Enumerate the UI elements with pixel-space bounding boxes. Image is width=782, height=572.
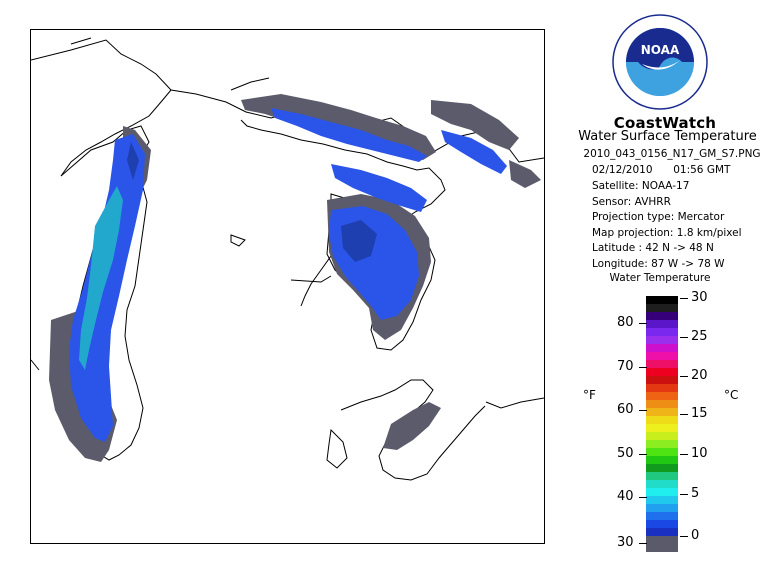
colorbar-swatch	[646, 464, 678, 472]
colorbar-swatch	[646, 480, 678, 488]
fahrenheit-tick-mark	[639, 323, 647, 324]
metadata-line: Map projection: 1.8 km/pixel	[592, 226, 742, 239]
celsius-tick-mark	[680, 376, 688, 377]
fahrenheit-tick-mark	[639, 543, 647, 544]
fahrenheit-tick-label: 30	[617, 535, 634, 550]
product-subtitle: Water Surface Temperature	[578, 129, 757, 144]
colorbar-swatch	[646, 320, 678, 328]
colorbar-title: Water Temperature	[609, 272, 711, 284]
colorbar-swatch	[646, 336, 678, 344]
fahrenheit-tick-mark	[639, 410, 647, 411]
colorbar-swatch	[646, 440, 678, 448]
fahrenheit-tick-label: 50	[617, 446, 634, 461]
colorbar-swatch	[646, 504, 678, 512]
colorbar-swatch	[646, 408, 678, 416]
fahrenheit-tick-label: 70	[617, 359, 634, 374]
colorbar-swatch	[646, 344, 678, 352]
colorbar-swatch	[646, 416, 678, 424]
celsius-tick-mark	[680, 494, 688, 495]
colorbar-swatch	[646, 296, 678, 304]
colorbar-swatch	[646, 528, 678, 536]
noaa-logo: NOAA	[612, 14, 708, 110]
colorbar-swatch	[646, 328, 678, 336]
colorbar	[646, 296, 678, 552]
colorbar-swatch	[646, 496, 678, 504]
filename-label: 2010_043_0156_N17_GM_S7.PNG	[583, 148, 761, 160]
fahrenheit-tick-label: 40	[617, 489, 634, 504]
colorbar-swatch	[646, 488, 678, 496]
water-temperature-field	[69, 108, 507, 442]
celsius-tick-label: 0	[691, 528, 700, 543]
colorbar-swatch	[646, 360, 678, 368]
metadata-line: Latitude : 42 N -> 48 N	[592, 242, 714, 254]
datetime-label: 02/12/2010 01:56 GMT	[592, 164, 730, 176]
colorbar-swatch	[646, 304, 678, 312]
date-text: 02/12/2010	[592, 164, 653, 176]
fahrenheit-tick-mark	[639, 497, 647, 498]
time-text: 01:56 GMT	[673, 164, 731, 176]
celsius-tick-label: 5	[691, 486, 700, 501]
celsius-tick-mark	[680, 536, 688, 537]
fahrenheit-unit-label: °F	[583, 388, 596, 402]
colorbar-swatch	[646, 384, 678, 392]
colorbar-swatch	[646, 472, 678, 480]
colorbar-swatch	[646, 424, 678, 432]
fahrenheit-tick-mark	[639, 367, 647, 368]
metadata-line: Satellite: NOAA-17	[592, 180, 690, 192]
app-title: CoastWatch	[613, 114, 717, 132]
colorbar-swatch	[646, 536, 678, 544]
colorbar-swatch	[646, 520, 678, 528]
celsius-tick-mark	[680, 414, 688, 415]
colorbar-swatch	[646, 376, 678, 384]
colorbar-swatch	[646, 312, 678, 320]
celsius-tick-label: 10	[691, 446, 708, 461]
celsius-tick-mark	[680, 337, 688, 338]
map-frame	[30, 29, 545, 544]
fahrenheit-tick-label: 60	[617, 402, 634, 417]
metadata-line: Sensor: AVHRR	[592, 195, 671, 208]
colorbar-swatch	[646, 400, 678, 408]
celsius-tick-label: 25	[691, 329, 708, 344]
celsius-unit-label: °C	[724, 388, 739, 402]
celsius-tick-label: 30	[691, 290, 708, 305]
colorbar-swatch	[646, 432, 678, 440]
celsius-tick-mark	[680, 454, 688, 455]
colorbar-swatch	[646, 352, 678, 360]
colorbar-swatch	[646, 368, 678, 376]
fahrenheit-tick-mark	[639, 454, 647, 455]
noaa-logo-text: NOAA	[641, 43, 680, 57]
metadata-line: Longitude: 87 W -> 78 W	[592, 257, 725, 270]
celsius-tick-label: 20	[691, 368, 708, 383]
celsius-tick-label: 15	[691, 406, 708, 421]
great-lakes-map	[31, 37, 544, 481]
colorbar-swatch	[646, 544, 678, 552]
colorbar-swatch	[646, 456, 678, 464]
celsius-tick-mark	[680, 298, 688, 299]
fahrenheit-tick-label: 80	[617, 315, 634, 330]
colorbar-swatch	[646, 512, 678, 520]
colorbar-swatch	[646, 448, 678, 456]
colorbar-swatch	[646, 392, 678, 400]
metadata-line: Projection type: Mercator	[592, 211, 725, 223]
